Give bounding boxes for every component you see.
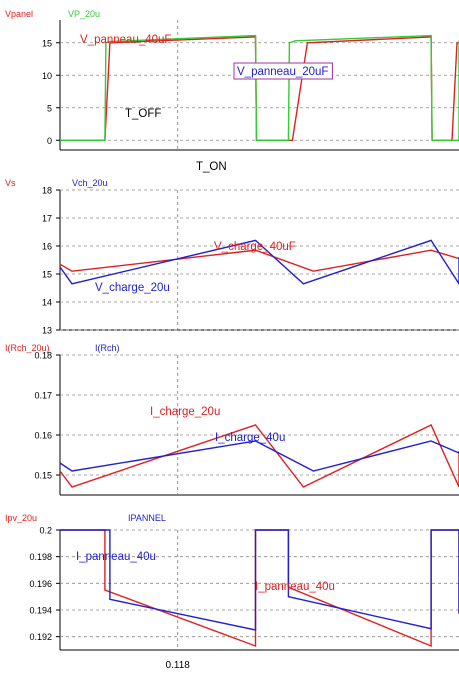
annotation-label: I_panneau_40u bbox=[255, 581, 335, 593]
legend-label: I(Rch_20u) bbox=[5, 343, 50, 353]
cursor-x-label: 0.118 bbox=[166, 660, 191, 671]
annotation-label: I_charge_20u bbox=[150, 406, 220, 418]
panel-4: Ipv_20u IPANNEL 0.192 0.194 0.196 0.198 0.2 I_p… bbox=[5, 513, 459, 651]
series-line-vch-20u bbox=[59, 239, 459, 286]
annotation-label: V_panneau_20uF bbox=[237, 66, 328, 78]
y-tick-label: 0.15 bbox=[34, 471, 52, 481]
series-line-vs bbox=[59, 249, 459, 272]
y-tick-label: 0.198 bbox=[29, 552, 52, 562]
legend-label: Vpanel bbox=[5, 9, 33, 19]
annotation-label: T_ON bbox=[196, 161, 227, 173]
y-tick-label: 0.18 bbox=[34, 351, 52, 361]
legend-label: IPANNEL bbox=[128, 513, 166, 523]
y-tick-label: 0.192 bbox=[29, 632, 52, 642]
y-tick-label: 17 bbox=[42, 214, 52, 224]
y-tick-label: 0 bbox=[47, 136, 52, 146]
series-line-i-rch-20u- bbox=[59, 424, 459, 488]
annotation-label: I_charge_40u bbox=[215, 432, 285, 444]
annotation-label: I_panneau_40u bbox=[76, 551, 156, 563]
y-tick-label: 14 bbox=[42, 298, 52, 308]
panel-1: Vpanel VP_20u 0 5 10 15 V_panneau_40uF V_pannea… bbox=[5, 9, 459, 173]
series-line-ipannel bbox=[60, 529, 459, 631]
series-line-vpanel bbox=[60, 36, 459, 142]
y-tick-label: 18 bbox=[42, 186, 52, 196]
y-tick-label: 0.2 bbox=[39, 526, 52, 536]
annotation-label: V_charge_20u bbox=[95, 282, 170, 294]
panel-3: I(Rch_20u) I(Rch) 0.15 0.16 0.17 0.18 I_charge… bbox=[5, 343, 459, 496]
panel-2: Vs Vch_20u 13 14 15 16 17 18 V_charge_40uF V_char… bbox=[5, 178, 459, 336]
legend-label: Ipv_20u bbox=[5, 513, 37, 523]
series-line-i-rch- bbox=[59, 440, 459, 472]
annotation-label: V_panneau_40uF bbox=[80, 34, 171, 46]
legend-label: VP_20u bbox=[68, 9, 100, 19]
legend-label: I(Rch) bbox=[95, 343, 120, 353]
legend-label: Vs bbox=[5, 178, 16, 188]
series-line-vp-20u bbox=[60, 34, 459, 142]
legend-label: Vch_20u bbox=[72, 178, 108, 188]
y-tick-label: 5 bbox=[47, 103, 52, 113]
y-tick-label: 0.16 bbox=[34, 431, 52, 441]
annotation-box bbox=[233, 62, 333, 80]
y-tick-label: 0.194 bbox=[29, 606, 52, 616]
y-tick-label: 10 bbox=[42, 71, 52, 81]
annotation-label: T_OFF bbox=[125, 108, 161, 120]
y-tick-label: 0.196 bbox=[29, 579, 52, 589]
y-tick-label: 15 bbox=[42, 270, 52, 280]
y-tick-label: 0.17 bbox=[34, 391, 52, 401]
y-tick-label: 15 bbox=[42, 38, 52, 48]
annotation-label: V_charge_40uF bbox=[214, 241, 296, 253]
y-tick-label: 16 bbox=[42, 242, 52, 252]
y-tick-label: 13 bbox=[42, 326, 52, 336]
